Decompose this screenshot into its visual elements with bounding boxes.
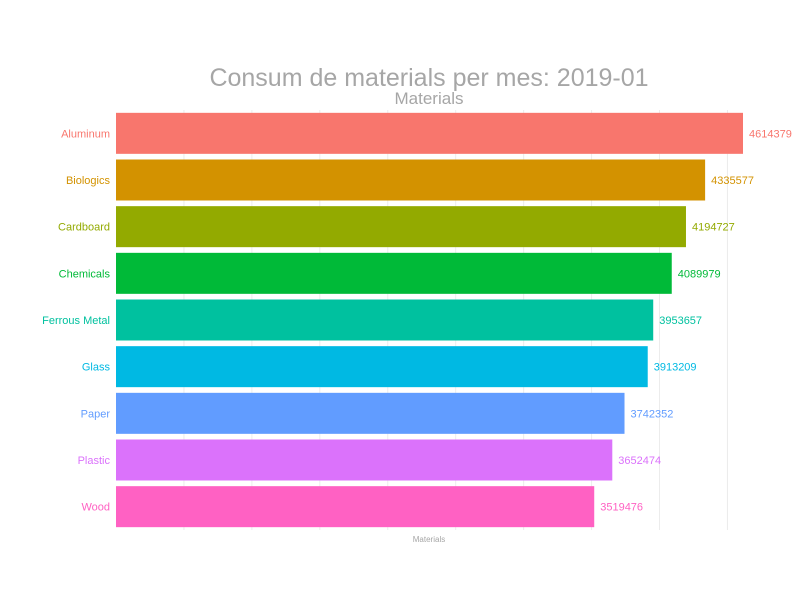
category-label: Glass (82, 362, 111, 374)
bar-cardboard (116, 206, 686, 248)
value-label: 4614379 (749, 128, 792, 140)
value-label: 3953657 (659, 315, 702, 327)
category-label: Aluminum (61, 128, 110, 140)
bar-biologics (116, 159, 706, 201)
bar-wood (116, 486, 595, 528)
bars-layer: Aluminum 4614379 Biologics 4335577 Cardboard… (42, 112, 792, 528)
category-label: Paper (81, 408, 111, 420)
value-label: 3519476 (600, 502, 643, 514)
chart-title: Consum de materials per mes: 2019-01 (209, 64, 648, 92)
category-label: Plastic (78, 455, 111, 467)
bar-plastic (116, 439, 613, 481)
bar-chemicals (116, 252, 672, 294)
value-label: 3652474 (618, 455, 661, 467)
category-label: Chemicals (59, 268, 111, 280)
category-label: Wood (81, 502, 110, 514)
bar-aluminum (116, 112, 743, 154)
value-label: 4194727 (692, 222, 735, 234)
bar-ferrous-metal (116, 299, 654, 341)
value-label: 4089979 (678, 268, 721, 280)
bar-paper (116, 392, 625, 434)
x-axis-label: Materials (413, 535, 445, 544)
bar-glass (116, 346, 648, 388)
value-label: 3742352 (631, 408, 674, 420)
category-label: Ferrous Metal (42, 315, 110, 327)
value-label: 3913209 (654, 362, 697, 374)
category-label: Cardboard (58, 222, 110, 234)
value-label: 4335577 (711, 175, 754, 187)
category-label: Biologics (66, 175, 111, 187)
chart-subtitle: Materials (395, 89, 464, 108)
